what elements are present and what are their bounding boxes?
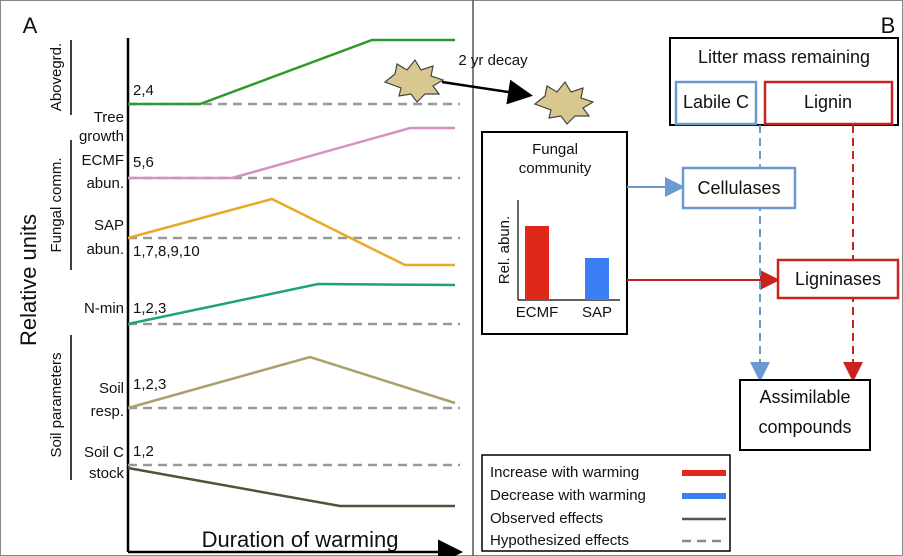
ref: 2,4 <box>133 82 154 99</box>
trend-line <box>128 468 455 506</box>
leaf <box>385 60 443 102</box>
group-label: Soil parameters <box>48 352 65 457</box>
row-label: growth <box>79 128 124 145</box>
row-label: abun. <box>86 241 124 258</box>
bar-label: SAP <box>582 304 612 321</box>
leaf <box>535 82 593 124</box>
row-label: ECMF <box>82 152 125 169</box>
x-axis-title: Duration of warming <box>202 527 399 552</box>
legend-label: Increase with warming <box>490 464 639 481</box>
row-label: resp. <box>91 403 124 420</box>
lignin-label: Lignin <box>804 92 852 112</box>
trend-line <box>128 128 455 178</box>
ref: 1,2 <box>133 443 154 460</box>
row-label: abun. <box>86 175 124 192</box>
decay-arrow <box>442 82 528 95</box>
labile-label: Labile C <box>683 92 749 112</box>
litter-title: Litter mass remaining <box>698 47 870 67</box>
enzyme-label: Cellulases <box>697 178 780 198</box>
legend-label: Decrease with warming <box>490 487 646 504</box>
bar <box>525 226 549 300</box>
ref: 1,7,8,9,10 <box>133 243 200 260</box>
bar-label: ECMF <box>516 304 559 321</box>
row-label: Soil <box>99 380 124 397</box>
row-label: Soil C <box>84 444 124 461</box>
ref: 1,2,3 <box>133 376 166 393</box>
group-label: Abovegrd. <box>48 43 65 111</box>
panel-label: B <box>881 13 896 38</box>
y-axis-title: Relative units <box>16 214 41 346</box>
trend-line <box>128 357 455 408</box>
fungal-title: community <box>519 160 592 177</box>
group-label: Fungal comm. <box>48 157 65 252</box>
legend-label: Hypothesized effects <box>490 532 629 549</box>
row-label: SAP <box>94 217 124 234</box>
figure: A Relative units Duration of warming Abo… <box>0 0 903 556</box>
fungal-title: Fungal <box>532 141 578 158</box>
enzyme-label: Ligninases <box>795 269 881 289</box>
ref: 1,2,3 <box>133 300 166 317</box>
legend-label: Observed effects <box>490 510 603 527</box>
product-label: compounds <box>758 417 851 437</box>
row-label: Tree <box>94 109 124 126</box>
annotation: 2 yr decay <box>458 52 528 69</box>
row-label: N-min <box>84 300 124 317</box>
bar <box>585 258 609 300</box>
rel-abun-label: Rel. abun. <box>496 216 513 284</box>
row-label: stock <box>89 465 125 482</box>
ref: 5,6 <box>133 154 154 171</box>
trend-line <box>128 284 455 324</box>
product-label: Assimilable <box>759 387 850 407</box>
panel-label: A <box>23 13 38 38</box>
row-labels: Tree growth ECMF abun. SAP abun. N-min S… <box>79 109 125 482</box>
